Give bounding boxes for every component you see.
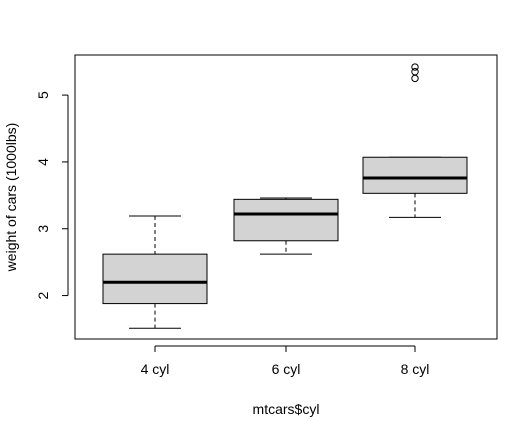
box-group bbox=[362, 63, 468, 218]
box-group bbox=[102, 215, 208, 329]
axes-layer: 2 3 4 5 4 cyl 6 cyl 8 cyl bbox=[35, 91, 429, 377]
x-axis-tick-label: 4 cyl bbox=[141, 361, 170, 377]
y-axis-label: weight of cars (1000lbs) bbox=[3, 123, 19, 273]
box-group bbox=[233, 197, 339, 255]
y-axis-tick-label: 2 bbox=[35, 291, 51, 299]
x-axis-tick-label: 6 cyl bbox=[272, 361, 301, 377]
box-body bbox=[102, 253, 208, 305]
outlier-point bbox=[411, 68, 419, 76]
y-axis-tick-label: 4 bbox=[35, 158, 51, 166]
y-axis-tick-label: 5 bbox=[35, 91, 51, 99]
box-body bbox=[233, 198, 339, 242]
y-axis-tick-label: 3 bbox=[35, 225, 51, 233]
x-axis-tick-label: 8 cyl bbox=[401, 361, 430, 377]
outlier-point bbox=[411, 63, 419, 71]
boxes-layer bbox=[102, 63, 468, 329]
box-body bbox=[362, 156, 468, 194]
x-axis-label: mtcars$cyl bbox=[253, 401, 320, 417]
